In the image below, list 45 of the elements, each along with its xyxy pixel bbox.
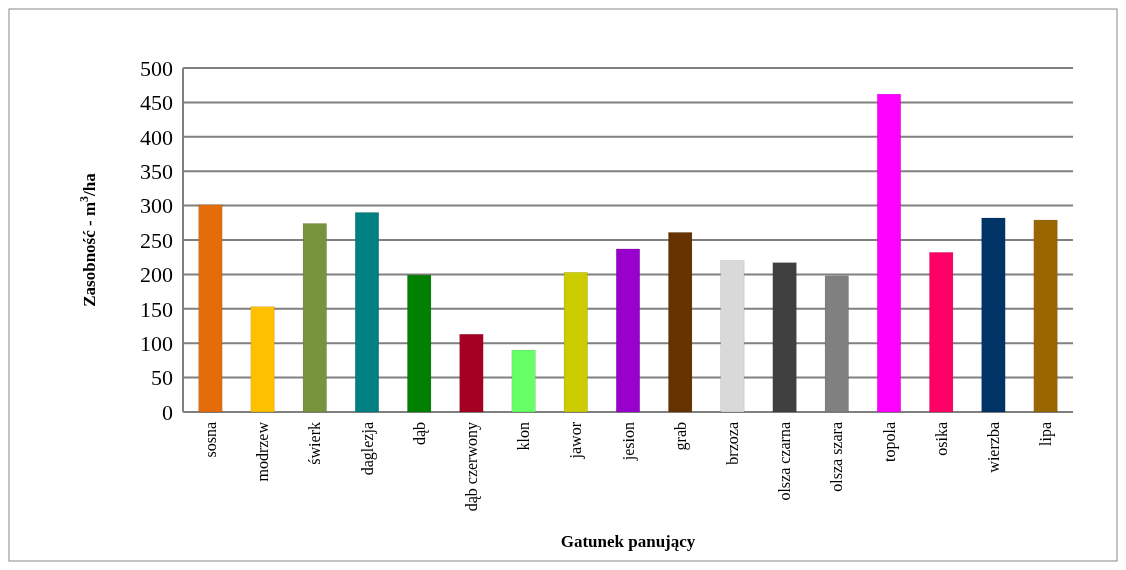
bar — [668, 232, 693, 413]
x-tick-label: klon — [515, 422, 533, 451]
bar — [877, 93, 901, 413]
y-tick-label: 350 — [140, 158, 173, 184]
y-tick-label: 500 — [140, 55, 173, 81]
bar — [1033, 219, 1058, 413]
x-tick-label: jesion — [619, 422, 638, 462]
bar — [355, 212, 379, 413]
x-tick-label: olsza szara — [828, 422, 846, 492]
y-tick-label: 200 — [140, 262, 173, 288]
x-tick-label: grab — [671, 422, 690, 451]
x-tick-label: lipa — [1037, 422, 1056, 446]
x-tick-label: świerk — [306, 422, 324, 465]
bar — [198, 204, 223, 413]
bar — [250, 306, 275, 413]
x-tick-label: dąb — [410, 422, 429, 446]
y-tick-label: 400 — [140, 124, 173, 150]
x-tick-label: wierzba — [985, 422, 1002, 473]
x-tick-label: daglezja — [358, 422, 377, 476]
y-tick-label: 300 — [140, 193, 173, 219]
x-tick-label: modrzew — [254, 421, 272, 482]
y-tick-label: 0 — [162, 399, 173, 425]
x-tick-label: topola — [880, 422, 899, 462]
bar — [981, 217, 1006, 413]
x-tick-label: sosna — [202, 422, 219, 458]
bar — [563, 272, 588, 413]
y-tick-label: 250 — [140, 227, 173, 253]
bar — [302, 223, 327, 413]
bar — [720, 260, 745, 413]
x-tick-label: jawor — [567, 421, 586, 460]
bar — [459, 334, 484, 413]
y-tick-label: 450 — [140, 90, 173, 116]
x-axis-title: Gatunek panujący — [560, 532, 696, 551]
x-tick-label: brzoza — [724, 422, 741, 465]
bar — [616, 248, 640, 413]
y-tick-label: 150 — [140, 296, 173, 322]
bar — [929, 252, 954, 413]
y-tick-label: 50 — [151, 365, 173, 391]
bar — [511, 349, 536, 413]
x-tick-label: osika — [932, 422, 950, 456]
x-tick-label: dąb czerwony — [463, 422, 481, 512]
bar — [407, 274, 432, 413]
x-tick-label: olsza czarna — [776, 422, 794, 501]
y-tick-label: 100 — [140, 330, 173, 356]
bar — [772, 262, 797, 413]
